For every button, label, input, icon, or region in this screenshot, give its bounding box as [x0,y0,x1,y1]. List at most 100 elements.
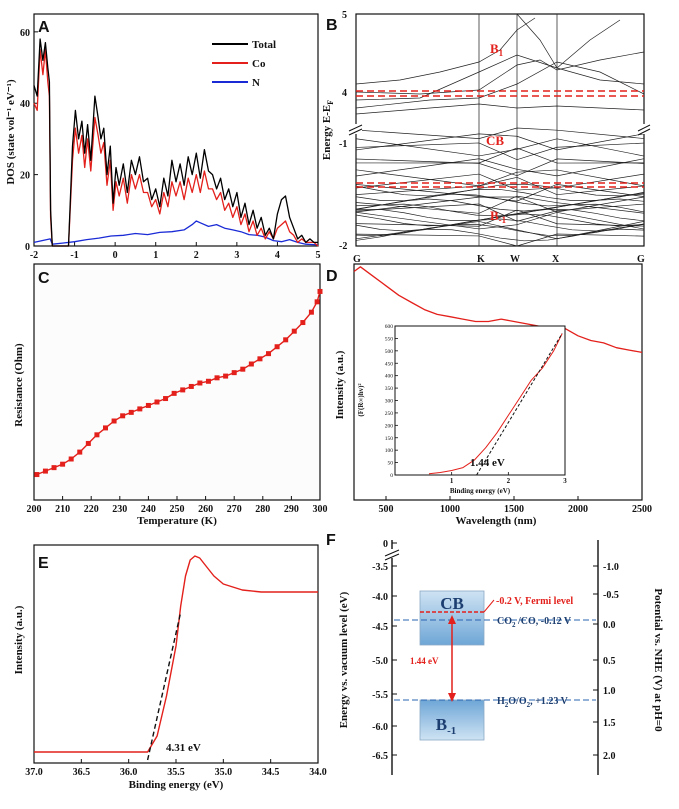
band-line [355,223,645,237]
inset-frame [394,325,566,476]
legend-total-label: Total [252,39,276,51]
b-ytick-4: 4 [342,88,347,99]
panel-e-onset-label: 4.31 eV [166,742,201,754]
band-label-b1: B1 [490,41,504,58]
panel-e-frame [33,544,319,764]
a-xtick-label: 1 [153,250,158,261]
f-right-tick-label: -0.5 [603,590,619,601]
resistance-point [257,356,263,362]
resistance-point [85,440,91,446]
band-line [355,233,645,247]
resistance-point [77,449,83,455]
a-xtick-label: -2 [30,250,38,261]
f-left-tick-label: -6.5 [372,751,388,762]
resistance-point [300,320,306,326]
d-xtick-label: 2000 [568,504,588,515]
band-line [355,61,645,109]
band-line [355,196,645,213]
panel-b-ylabel: Energy E-EF [321,100,335,160]
panel-c-ylabel: Resistance (Ohm) [13,343,25,427]
panel-b-ylabel-sub: F [326,100,335,105]
inset-ytick-label: 350 [385,386,394,392]
band-line [355,218,645,232]
resistance-point [283,337,289,343]
resistance-point [274,344,280,350]
band-line [556,19,621,69]
f-right-tick-label: 1.0 [603,686,616,697]
ups-line [34,555,318,753]
panel-c: C 200 210 220 230 240 250 260 270 280 290 300 Temp… [13,263,328,527]
c-xtick-label: 300 [313,504,328,515]
gap-arrow-head-up [448,615,456,624]
panel-e-letter: E [38,555,49,572]
panel-a-frame [33,13,319,247]
resistance-point [291,328,297,334]
panel-d-xticks: 500 1000 1500 2000 2500 [379,496,652,515]
panel-d: D 500 1000 1500 2000 2500 Wavelength (nm) In… [326,263,652,527]
inset-ytick-label: 250 [385,411,394,417]
resistance-point [205,378,211,384]
c-xtick-label: 230 [112,504,127,515]
h2o-sub2: 2 [527,701,531,709]
a-ytick-label: 20 [20,171,30,182]
panel-c-xticks: 200 210 220 230 240 250 260 270 280 290 300 [27,496,328,515]
axis-break-mark [384,549,400,557]
panel-a: A -2 -1 0 1 2 3 4 5 0 20 40 60 DOS (state vol⁻¹ eV… [5,13,321,261]
panel-b-letter: B [326,17,338,34]
band-line [355,158,645,177]
band-label-b1-main: B [490,41,499,56]
inset-ytick-label: 300 [385,399,394,405]
resistance-point [94,432,100,438]
band-line [355,138,645,157]
resistance-point [103,425,108,431]
e-xtick-label: 34.0 [309,767,327,778]
bm1-band-main: B [436,715,447,734]
f-right-tick-label: -1.0 [603,562,619,573]
band-line [355,183,645,202]
panel-c-frame [33,263,321,501]
h2o-mid: O/O [508,696,527,707]
band-label-bm1-main: B [490,208,499,223]
resistance-point [317,288,323,294]
inset-fit-line [476,333,563,476]
resistance-point [145,402,151,408]
f-left-tick-label: -4.5 [372,622,388,633]
c-xtick-label: 270 [227,504,242,515]
band-line [355,228,645,242]
inset-ylabel: (F(R∞)hv)² [357,383,365,416]
resistance-point [314,299,320,305]
resistance-point [197,380,203,386]
gap-label: 1.44 eV [410,656,439,666]
panel-d-series [353,266,643,354]
inset-ytick-label: 400 [385,374,394,380]
bm1-band-label: B-1 [436,715,457,737]
e-xtick-label: 37.0 [25,767,43,778]
f-right-tick-label: 1.5 [603,718,616,729]
c-xtick-label: 220 [84,504,99,515]
panel-e-xlabel: Binding energy (eV) [129,779,224,791]
axis-break-mask [350,124,362,134]
band-label-bm1: B-1 [490,208,507,225]
resistance-point [223,373,229,379]
resistance-point [51,465,57,471]
inset-tauc-line [428,333,563,475]
a-xtick-label: 3 [234,250,239,261]
f-right-tick-label: 0.5 [603,656,616,667]
kpoint-label: W [510,254,520,265]
panel-f-letter: F [326,532,336,549]
resistance-point [171,390,177,396]
e-xtick-label: 36.5 [73,767,91,778]
resistance-point [111,418,117,424]
panel-d-xlabel: Wavelength (nm) [456,515,537,527]
cb-band-label: CB [440,594,464,613]
inset-ytick-label: 550 [385,336,394,342]
co2-rest: /CO, -0.12 V [516,616,572,627]
c-xtick-label: 260 [198,504,213,515]
c-xtick-label: 290 [284,504,299,515]
f-left-tick-label: -3.5 [372,562,388,573]
inset-plot: 0 50 100 150 200 250 300 350 400 450 500 550 600 1 2 3 [385,324,568,485]
band-line [355,51,645,95]
panel-e-xticks: 37.0 36.5 36.0 35.5 35.0 34.5 34.0 [25,759,327,778]
